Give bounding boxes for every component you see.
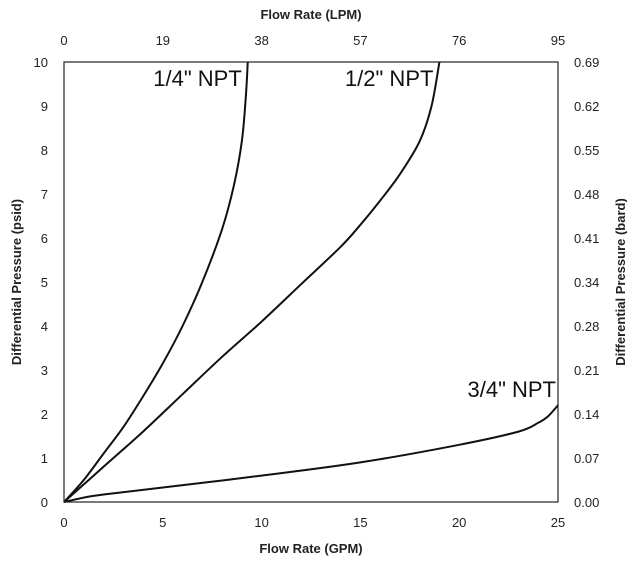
y2-tick-label: 0.41 bbox=[574, 231, 599, 246]
series-line-half-inch bbox=[63, 61, 441, 503]
y2-tick-label: 0.55 bbox=[574, 143, 599, 158]
y2-tick-label: 0.00 bbox=[574, 495, 599, 510]
series-line-three-quarter-inch bbox=[63, 404, 559, 503]
y2-tick-label: 0.21 bbox=[574, 363, 599, 378]
series-label-half-inch: 1/2" NPT bbox=[345, 66, 434, 91]
x2-axis-title: Flow Rate (LPM) bbox=[260, 7, 361, 22]
x2-tick-label: 19 bbox=[156, 33, 170, 48]
plot-frame bbox=[63, 61, 559, 503]
x-tick-label: 0 bbox=[60, 515, 67, 530]
y-tick-label: 1 bbox=[41, 451, 48, 466]
series-labels: 1/4" NPT 1/2" NPT 3/4" NPT bbox=[153, 66, 556, 402]
x2-tick-label: 38 bbox=[254, 33, 268, 48]
y2-tick-label: 0.28 bbox=[574, 319, 599, 334]
series-curves bbox=[63, 61, 559, 503]
y2-tick-label: 0.48 bbox=[574, 187, 599, 202]
y2-tick-label: 0.07 bbox=[574, 451, 599, 466]
y-axis-ticks-right: 0.00 0.07 0.14 0.21 0.28 0.34 0.41 0.48 0.55 0.62… bbox=[574, 55, 599, 510]
x2-tick-label: 0 bbox=[60, 33, 67, 48]
series-line-quarter-inch bbox=[63, 61, 249, 503]
x-axis-ticks-bottom: 0 5 10 15 20 25 bbox=[60, 515, 565, 530]
x-tick-label: 20 bbox=[452, 515, 466, 530]
y-tick-label: 10 bbox=[34, 55, 48, 70]
x-tick-label: 5 bbox=[159, 515, 166, 530]
y2-axis-title: Differential Pressure (bard) bbox=[613, 198, 627, 366]
y-tick-label: 7 bbox=[41, 187, 48, 202]
x2-tick-label: 57 bbox=[353, 33, 367, 48]
x2-tick-label: 76 bbox=[452, 33, 466, 48]
series-label-three-quarter-inch: 3/4" NPT bbox=[467, 377, 556, 402]
y-axis-title: Differential Pressure (psid) bbox=[9, 199, 24, 365]
y-tick-label: 0 bbox=[41, 495, 48, 510]
y-tick-label: 6 bbox=[41, 231, 48, 246]
y2-tick-label: 0.62 bbox=[574, 99, 599, 114]
y-tick-label: 4 bbox=[41, 319, 48, 334]
y-tick-label: 9 bbox=[41, 99, 48, 114]
y2-tick-label: 0.14 bbox=[574, 407, 599, 422]
y-axis-ticks-left: 0 1 2 3 4 5 6 7 8 9 10 bbox=[34, 55, 48, 510]
x-tick-label: 15 bbox=[353, 515, 367, 530]
x-axis-title: Flow Rate (GPM) bbox=[259, 541, 362, 556]
x-tick-label: 10 bbox=[254, 515, 268, 530]
y2-tick-label: 0.34 bbox=[574, 275, 599, 290]
y-tick-label: 3 bbox=[41, 363, 48, 378]
x-tick-label: 25 bbox=[551, 515, 565, 530]
y-tick-label: 2 bbox=[41, 407, 48, 422]
x-axis-ticks-top: 0 19 38 57 76 95 bbox=[60, 33, 565, 48]
series-label-quarter-inch: 1/4" NPT bbox=[153, 66, 242, 91]
y-tick-label: 8 bbox=[41, 143, 48, 158]
y-tick-label: 5 bbox=[41, 275, 48, 290]
x2-tick-label: 95 bbox=[551, 33, 565, 48]
y2-tick-label: 0.69 bbox=[574, 55, 599, 70]
